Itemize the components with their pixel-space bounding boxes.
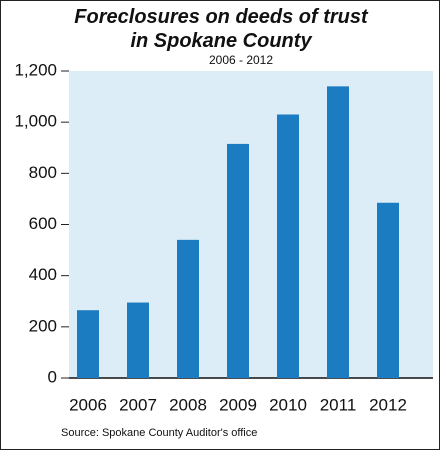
bar — [77, 310, 99, 378]
x-tick-label: 2012 — [369, 395, 407, 414]
x-tick-label: 2010 — [269, 395, 307, 414]
bar — [277, 114, 299, 378]
y-tick-label: 800 — [29, 163, 57, 182]
x-tick-label: 2006 — [69, 395, 107, 414]
source-note: Source: Spokane County Auditor's office — [61, 427, 257, 439]
y-tick-label: 1,000 — [14, 112, 57, 131]
bar — [227, 143, 249, 378]
x-tick-label: 2007 — [119, 395, 157, 414]
bar — [327, 86, 349, 378]
y-tick-label: 200 — [29, 316, 57, 335]
x-tick-label: 2009 — [219, 395, 257, 414]
chart-subtitle: 2006 - 2012 — [209, 53, 273, 67]
y-tick-label: 1,200 — [14, 60, 57, 79]
bar — [177, 239, 199, 378]
y-tick-label: 600 — [29, 214, 57, 233]
chart-title: Foreclosures on deeds of trust in Spokan… — [74, 6, 368, 52]
y-tick-label: 400 — [29, 265, 57, 284]
x-tick-label: 2011 — [320, 395, 357, 414]
y-tick-label: 0 — [48, 367, 57, 386]
bar — [377, 202, 399, 378]
x-tick-label: 2008 — [169, 395, 207, 414]
bar — [127, 302, 149, 378]
